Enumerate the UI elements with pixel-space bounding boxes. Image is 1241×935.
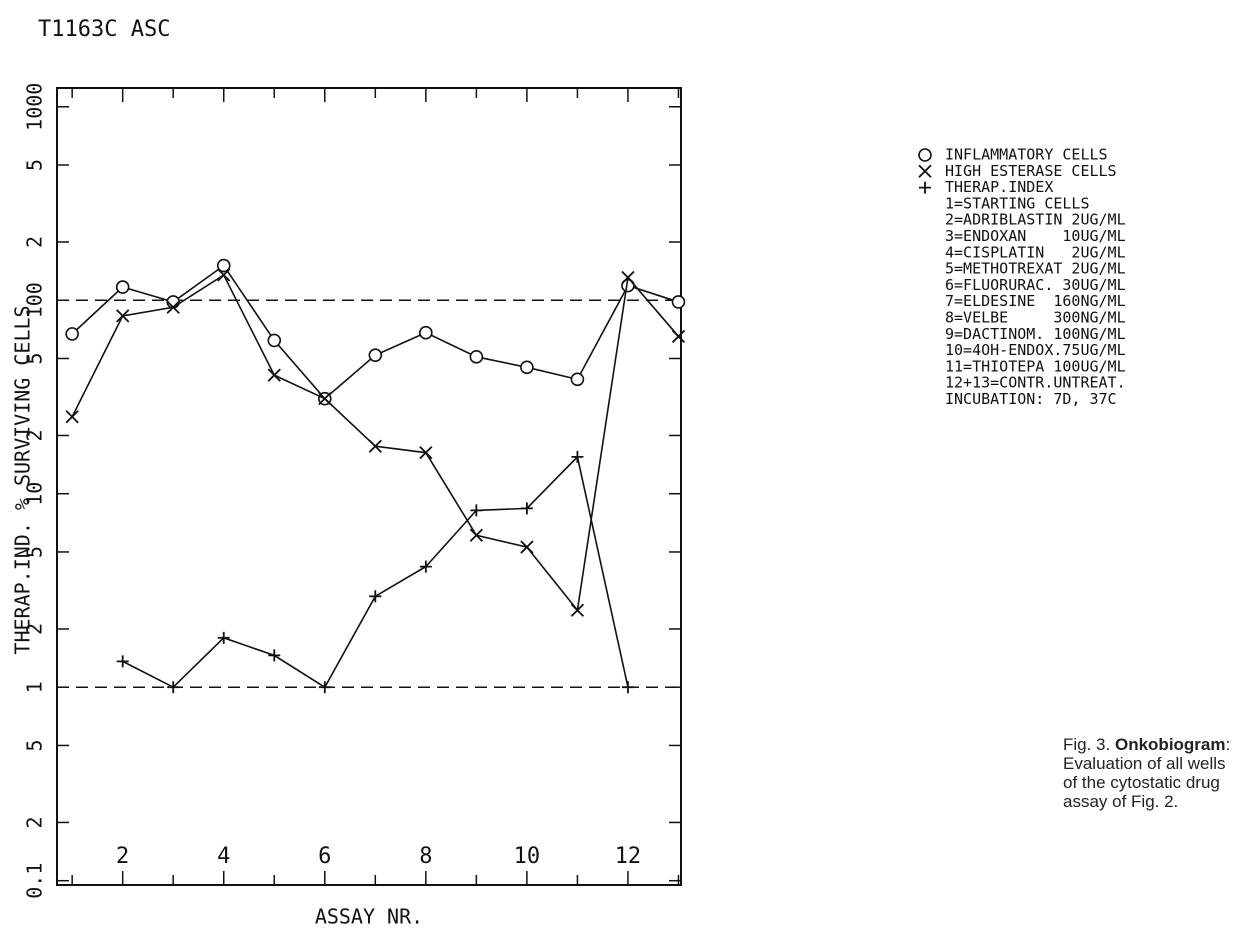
- x-tick-label: 8: [419, 844, 432, 869]
- marker-cross: [166, 300, 180, 314]
- marker-cross: [469, 528, 484, 542]
- caption: Fig. 3. Onkobiogram: Evaluation of all w…: [1063, 735, 1238, 811]
- marker-cross: [671, 329, 686, 344]
- legend-label: THERAP.INDEX: [945, 178, 1053, 196]
- y-axis-label: THERAP.IND. % SURVIVING CELLS: [11, 305, 35, 654]
- legend-note: 8=VELBE 300NG/ML: [945, 309, 1126, 327]
- marker-circle: [419, 325, 433, 340]
- legend-note: INCUBATION: 7D, 37C: [945, 390, 1117, 408]
- marker-circle: [65, 327, 79, 341]
- y-tick-label: 5: [23, 352, 47, 364]
- marker-cross: [520, 540, 534, 554]
- x-axis-label: ASSAY NR.: [315, 905, 423, 929]
- y-tick-label: 5: [23, 546, 47, 558]
- caption-text: : Evaluation of all wells of the cytosta…: [1063, 735, 1231, 811]
- legend-note: 11=THIOTEPA 100UG/ML: [945, 357, 1126, 375]
- y-tick-label: 5: [23, 159, 47, 171]
- caption-bold: Onkobiogram: [1114, 735, 1226, 754]
- y-tick-label: 1: [23, 681, 47, 693]
- marker-plus: [419, 560, 432, 573]
- marker-plus: [621, 681, 634, 694]
- marker-cross: [267, 368, 281, 382]
- y-tick-label: 2: [23, 429, 47, 441]
- marker-circle: [115, 280, 130, 294]
- marker-circle: [918, 148, 932, 162]
- y-tick-label: 100: [23, 282, 47, 318]
- legend-label: INFLAMMATORY CELLS: [945, 146, 1108, 164]
- marker-plus: [116, 655, 129, 668]
- marker-plus: [470, 504, 483, 517]
- y-tick-label: 1000: [23, 83, 47, 131]
- marker-plus: [369, 590, 382, 603]
- marker-plus: [571, 450, 584, 463]
- marker-cross: [368, 439, 382, 453]
- marker-plus: [217, 631, 230, 644]
- x-tick-label: 6: [318, 844, 331, 869]
- x-tick-label: 2: [116, 844, 129, 869]
- marker-plus: [268, 649, 281, 662]
- series-line: [71, 264, 679, 400]
- marker-plus: [919, 181, 931, 194]
- legend-note: 10=4OH-ENDOX.75UG/ML: [945, 341, 1126, 359]
- x-tick-label: 12: [615, 844, 642, 869]
- marker-circle: [469, 350, 484, 364]
- legend-note: 7=ELDESINE 160NG/ML: [945, 292, 1126, 310]
- marker-cross: [419, 446, 433, 460]
- marker-cross: [318, 392, 332, 406]
- y-tick-label: 2: [23, 816, 47, 828]
- marker-plus: [167, 681, 180, 694]
- legend-note: 6=FLUORURAC. 30UG/ML: [945, 276, 1126, 294]
- marker-cross: [918, 164, 932, 178]
- legend-note: 9=DACTINOM. 100NG/ML: [945, 325, 1126, 343]
- y-tick-label: 2: [23, 236, 47, 248]
- marker-cross: [116, 309, 130, 323]
- legend-note: 5=METHOTREXAT 2UG/ML: [945, 260, 1126, 278]
- legend-note: 12+13=CONTR.UNTREAT.: [945, 374, 1126, 392]
- y-tick-label: 5: [23, 739, 47, 751]
- x-tick-label: 4: [217, 844, 230, 869]
- marker-circle: [671, 295, 686, 309]
- marker-circle: [570, 372, 585, 387]
- plot-frame: [56, 87, 682, 886]
- legend-note: 1=STARTING CELLS: [945, 194, 1090, 212]
- chart-title: T1163C ASC: [38, 17, 170, 42]
- marker-cross: [65, 410, 79, 424]
- marker-cross: [217, 268, 231, 282]
- marker-circle: [368, 348, 383, 362]
- legend-note: 3=ENDOXAN 10UG/ML: [945, 227, 1126, 245]
- series-line: [71, 273, 680, 613]
- x-tick-label: 10: [514, 844, 541, 869]
- marker-circle: [216, 258, 231, 273]
- marker-plus: [520, 502, 533, 515]
- y-tick-label: 2: [23, 623, 47, 635]
- y-tick-label: 10: [23, 482, 47, 506]
- marker-circle: [267, 333, 282, 348]
- series-line: [122, 455, 629, 689]
- legend-note: 2=ADRIBLASTIN 2UG/ML: [945, 211, 1126, 229]
- y-tick-label: 0.1: [23, 863, 47, 899]
- marker-cross: [570, 603, 585, 617]
- legend-note: 4=CISPLATIN 2UG/ML: [945, 243, 1126, 261]
- marker-circle: [520, 360, 534, 375]
- marker-cross: [621, 270, 635, 285]
- caption-label: Fig. 3.: [1063, 735, 1111, 754]
- marker-plus: [318, 681, 331, 694]
- legend-label: HIGH ESTERASE CELLS: [945, 162, 1117, 180]
